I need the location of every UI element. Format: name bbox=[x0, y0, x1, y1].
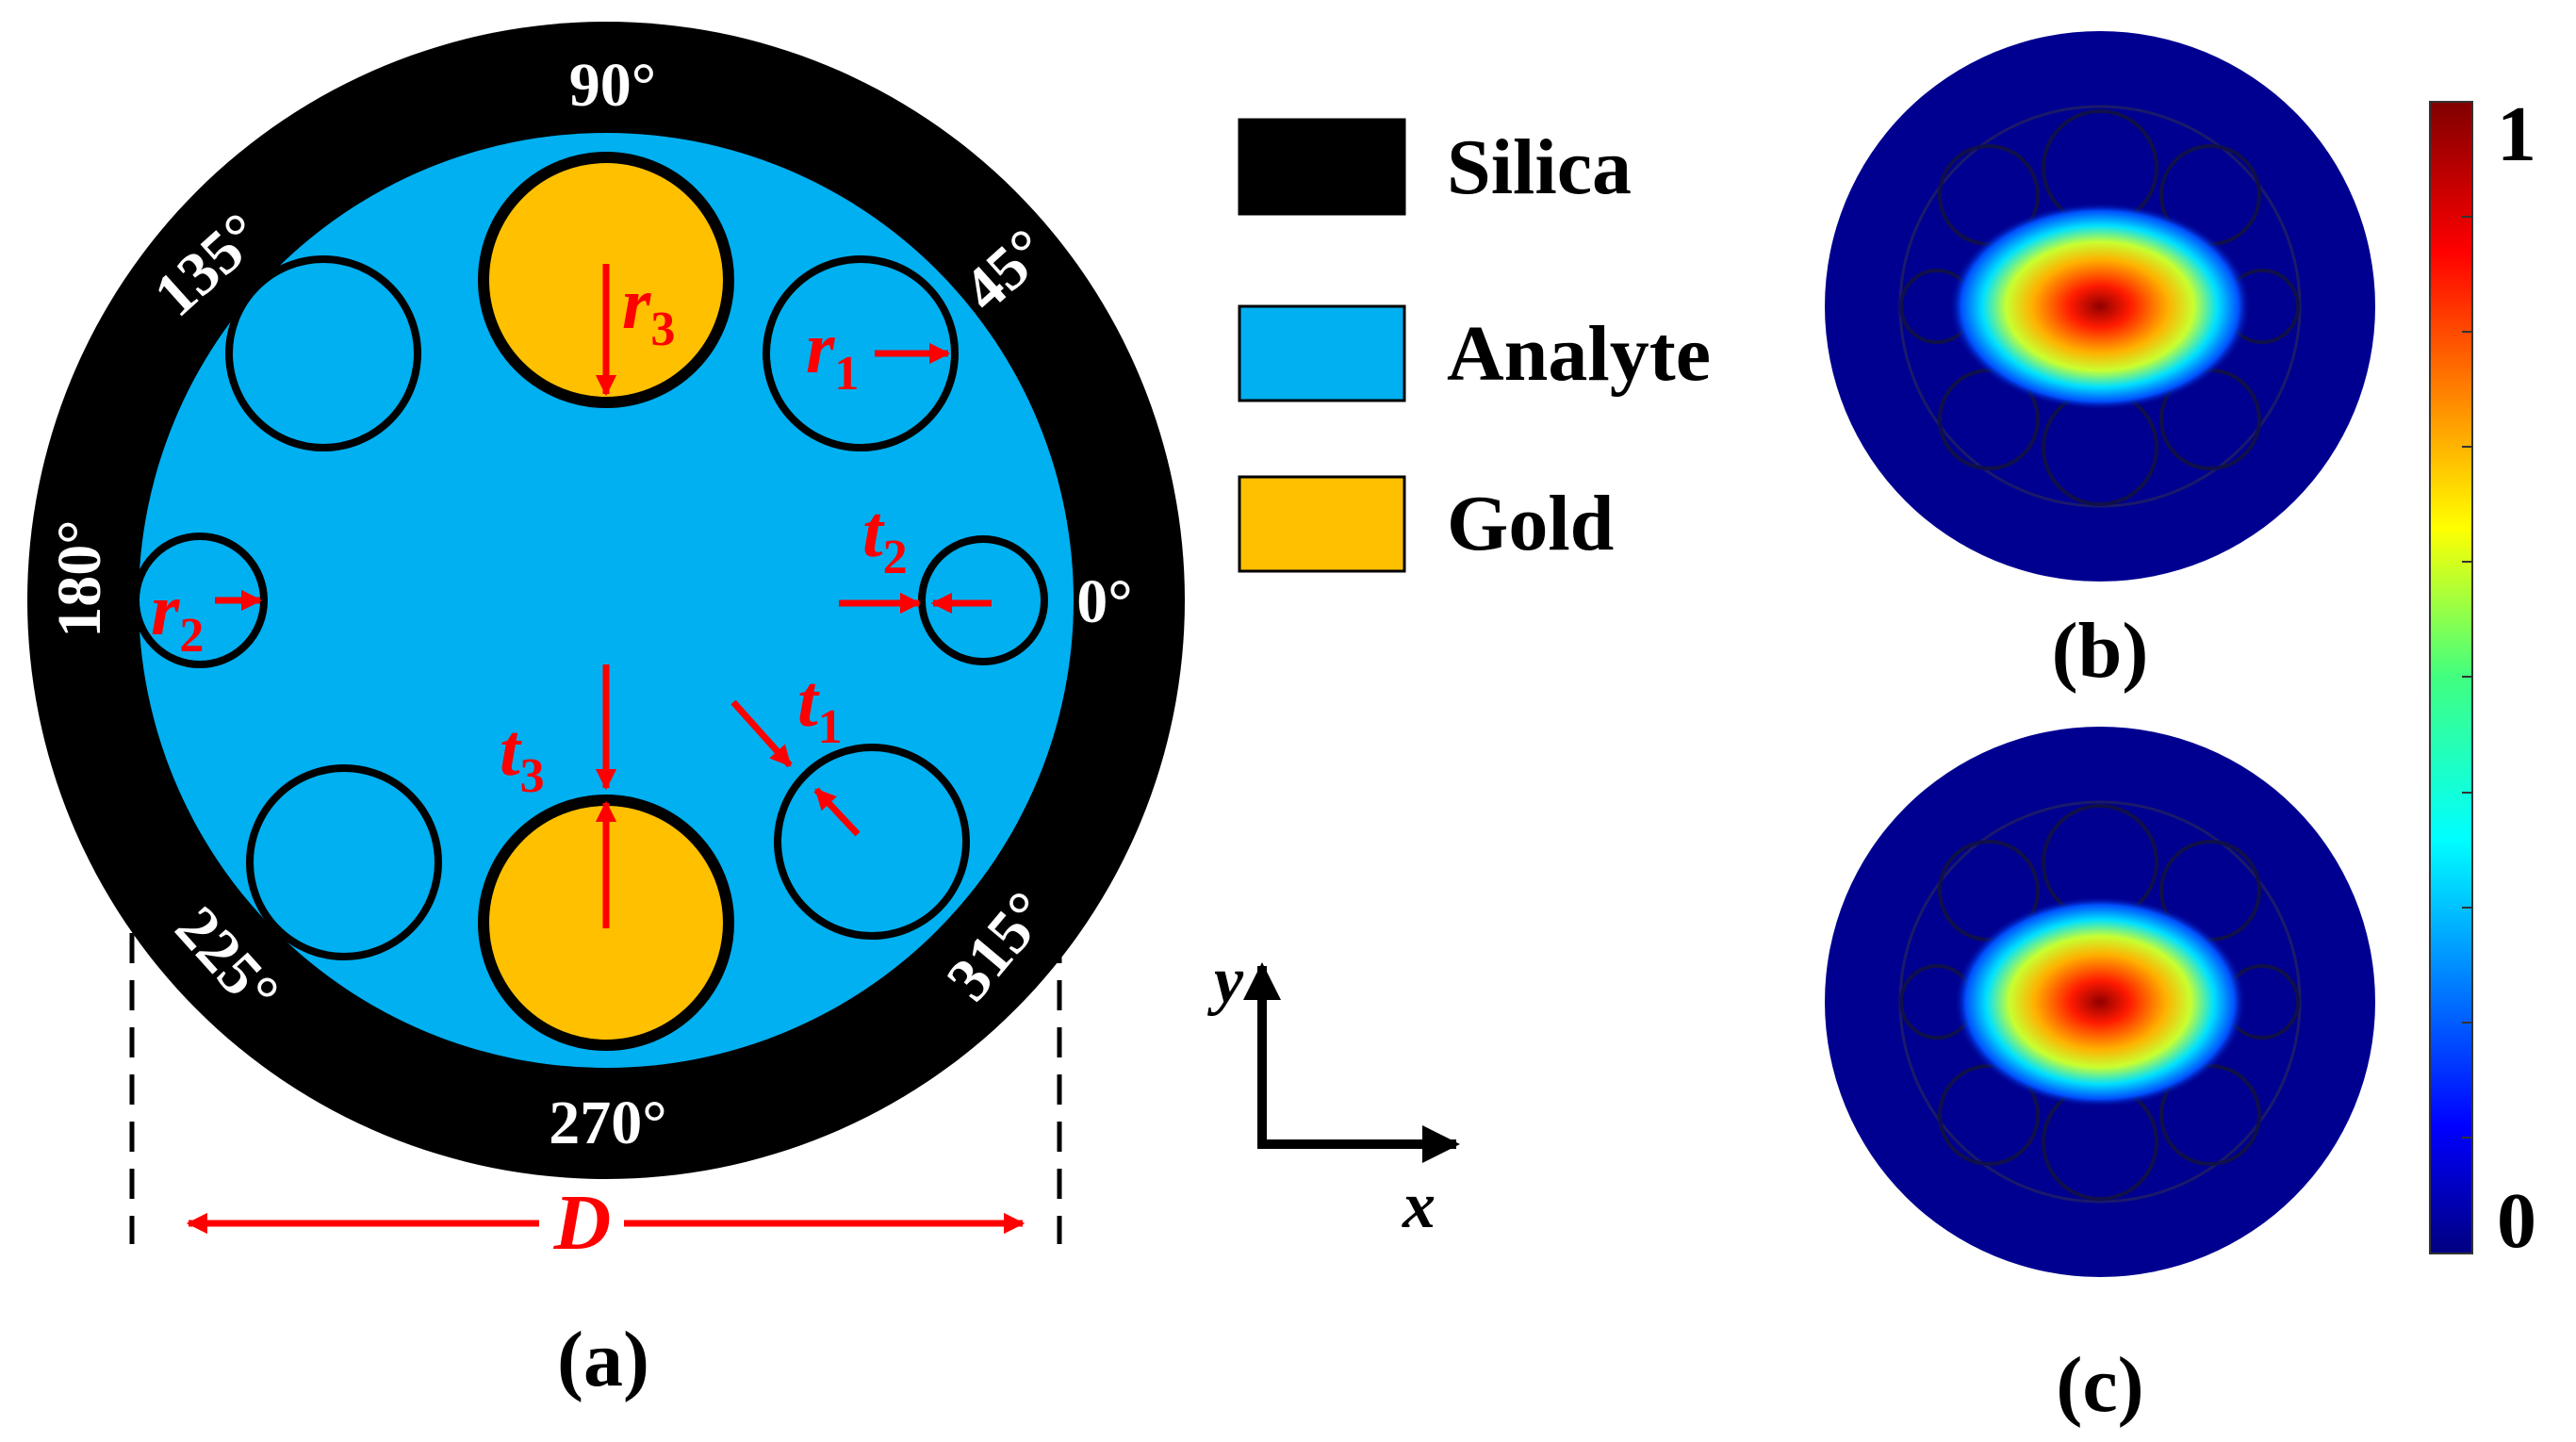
air-hole-0 bbox=[918, 535, 1048, 665]
field-plot-b-mode bbox=[1949, 203, 2251, 410]
legend-label-analyte: Analyte bbox=[1447, 310, 1711, 398]
t1-arrow-outer bbox=[730, 699, 793, 768]
coordinate-axes bbox=[1243, 962, 1460, 1163]
fiber-cross-section bbox=[27, 22, 1185, 1179]
colorbar-ticks bbox=[2462, 216, 2472, 1139]
colorbar-min-label: 0 bbox=[2497, 1177, 2536, 1265]
x-axis-label: x bbox=[1402, 1170, 1436, 1242]
t3-label: t3 bbox=[500, 709, 545, 803]
angle-label-180: 180° bbox=[45, 519, 114, 637]
D-label-background bbox=[539, 1189, 624, 1257]
legend-swatch-gold bbox=[1238, 475, 1406, 573]
t1-label: t1 bbox=[797, 660, 843, 754]
legend-label-gold: Gold bbox=[1447, 480, 1614, 567]
field-plot-c-mode bbox=[1954, 896, 2246, 1107]
colorbar: 1 0 bbox=[2429, 90, 2536, 1265]
angle-label-270: 270° bbox=[549, 1089, 666, 1157]
angle-label-0: 0° bbox=[1076, 567, 1132, 636]
field-plot-b bbox=[1825, 31, 2375, 582]
r1-label: r1 bbox=[806, 306, 859, 401]
panel-label-b: (b) bbox=[2052, 607, 2149, 695]
panel-label-a: (a) bbox=[557, 1316, 649, 1403]
r2-label: r2 bbox=[151, 568, 204, 663]
angle-labels: 90° 45° 0° 315° 270° 225° 180° 135° bbox=[45, 51, 1133, 1157]
legend-swatch-analyte bbox=[1238, 304, 1406, 402]
air-hole-45 bbox=[763, 255, 959, 451]
angle-label-90: 90° bbox=[569, 51, 656, 120]
t2-label: t2 bbox=[862, 490, 908, 584]
r3-label: r3 bbox=[622, 262, 675, 356]
D-label: D bbox=[553, 1179, 612, 1267]
field-plot-c bbox=[1825, 727, 2375, 1277]
panel-label-c: (c) bbox=[2056, 1341, 2143, 1429]
legend-swatch-silica bbox=[1238, 118, 1406, 216]
air-hole-180 bbox=[132, 533, 268, 668]
analyte-core-region bbox=[139, 133, 1074, 1068]
t1-arrow-inner bbox=[813, 787, 861, 837]
diameter-guides bbox=[129, 933, 1062, 1244]
air-hole-135 bbox=[225, 255, 421, 451]
dimension-labels: r3 r1 r2 t2 t3 t1 D bbox=[151, 262, 908, 1267]
legend-label-silica: Silica bbox=[1447, 123, 1632, 211]
y-axis-label: y bbox=[1207, 944, 1244, 1017]
air-hole-315 bbox=[774, 744, 970, 940]
air-hole-225 bbox=[246, 764, 442, 960]
colorbar-max-label: 1 bbox=[2497, 90, 2536, 178]
legend: Silica Analyte Gold bbox=[1238, 118, 1711, 573]
